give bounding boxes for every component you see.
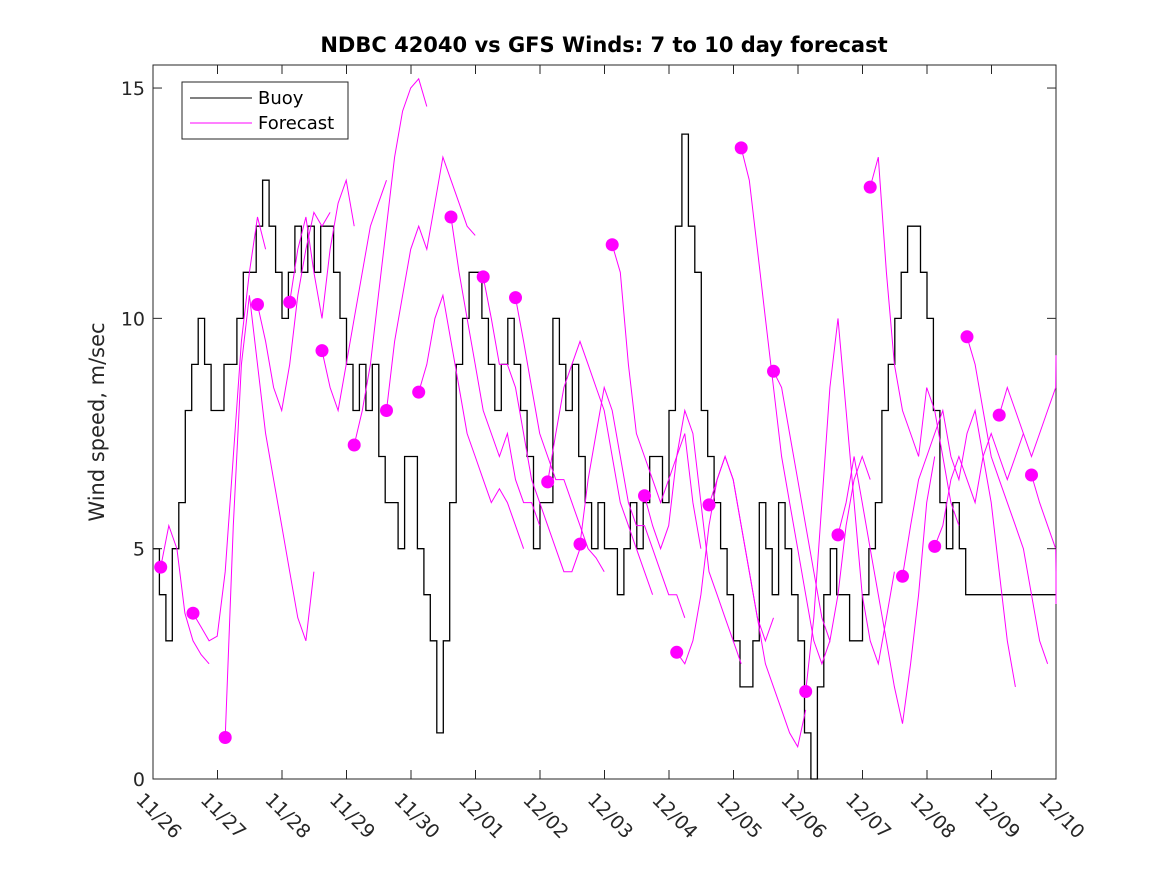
y-axis-label: Wind speed, m/sec <box>85 322 109 521</box>
forecast-start-marker <box>670 645 684 659</box>
forecast-start-marker <box>992 408 1006 422</box>
forecast-line <box>386 155 476 411</box>
forecast-start-marker <box>412 385 426 399</box>
legend-forecast-label: Forecast <box>258 113 334 134</box>
forecast-line <box>547 339 654 595</box>
forecast-line <box>450 216 541 526</box>
forecast-line <box>773 371 871 643</box>
forecast-2 <box>186 216 267 642</box>
forecast-start-marker <box>573 537 587 551</box>
forecast-20 <box>767 364 871 643</box>
forecast-8 <box>380 155 476 417</box>
forecast-line <box>515 297 605 572</box>
forecast-start-marker <box>799 685 813 698</box>
forecast-start-marker <box>444 210 458 224</box>
forecast-start-marker <box>347 438 361 452</box>
forecast-start-marker <box>283 295 297 309</box>
forecast-line <box>257 211 331 413</box>
forecast-start-marker <box>702 498 716 512</box>
forecast-1 <box>154 523 210 665</box>
legend: Buoy Forecast <box>181 81 349 140</box>
forecast-13 <box>541 339 654 595</box>
forecast-start-marker <box>1025 468 1038 482</box>
forecast-line <box>644 408 742 664</box>
forecast-start-marker <box>767 364 780 378</box>
forecast-line <box>611 244 702 549</box>
forecast-line <box>192 216 267 642</box>
forecast-4 <box>251 211 331 413</box>
forecast-line <box>708 454 807 749</box>
y-tick-label: 15 <box>121 78 145 100</box>
forecast-27 <box>992 355 1057 459</box>
plot-area <box>152 64 1057 780</box>
forecast-line <box>805 318 895 692</box>
forecast-5 <box>283 178 355 319</box>
forecast-line <box>353 77 428 446</box>
forecast-23 <box>863 156 960 526</box>
forecast-start-marker <box>154 560 168 574</box>
forecast-start-marker <box>960 330 974 344</box>
forecast-14 <box>573 385 686 618</box>
forecast-series-group <box>154 77 1057 749</box>
forecast-start-marker <box>186 606 200 620</box>
forecast-21 <box>799 318 895 698</box>
forecast-start-marker <box>251 298 264 311</box>
forecast-26 <box>960 330 1049 664</box>
forecast-10 <box>444 210 541 526</box>
legend-box <box>181 81 349 140</box>
forecast-start-marker <box>541 475 555 489</box>
forecast-line <box>902 408 1016 687</box>
legend-buoy-label: Buoy <box>258 88 304 109</box>
chart-title: NDBC 42040 vs GFS Winds: 7 to 10 day for… <box>320 33 887 57</box>
forecast-start-marker <box>863 180 877 194</box>
forecast-12 <box>509 291 605 572</box>
forecast-start-marker <box>315 344 329 358</box>
forecast-line <box>579 385 686 618</box>
forecast-19 <box>734 141 831 666</box>
forecast-11 <box>476 270 581 573</box>
forecast-line <box>321 180 387 413</box>
y-tick-label: 5 <box>133 539 145 561</box>
forecast-line <box>966 336 1049 664</box>
forecast-start-marker <box>896 569 909 583</box>
forecast-start-marker <box>734 141 748 155</box>
forecast-7 <box>347 77 428 452</box>
forecast-start-marker <box>928 539 942 553</box>
forecast-line <box>224 295 315 738</box>
forecast-16 <box>638 408 742 664</box>
forecast-line <box>160 523 210 665</box>
forecast-25 <box>928 431 1024 553</box>
y-tick-label: 0 <box>133 769 145 791</box>
forecast-start-marker <box>509 291 522 305</box>
forecast-line <box>934 431 1024 547</box>
forecast-start-marker <box>218 731 232 744</box>
forecast-start-marker <box>605 238 619 252</box>
forecast-line <box>869 156 960 526</box>
forecast-18 <box>702 454 807 749</box>
forecast-start-marker <box>831 528 845 542</box>
forecast-6 <box>315 180 387 413</box>
forecast-9 <box>412 293 525 549</box>
forecast-line <box>740 147 831 666</box>
forecast-start-marker <box>380 404 393 417</box>
forecast-line <box>418 293 525 549</box>
forecast-3 <box>218 295 315 744</box>
forecast-start-marker <box>476 270 490 284</box>
forecast-line <box>998 355 1057 459</box>
y-tick-label: 10 <box>121 308 145 330</box>
forecast-22 <box>831 456 936 724</box>
forecast-24 <box>896 408 1016 687</box>
buoy-line <box>153 133 1056 780</box>
forecast-start-marker <box>638 489 651 503</box>
forecast-15 <box>605 238 702 549</box>
forecast-line <box>482 276 581 573</box>
forecast-line <box>289 178 355 319</box>
forecast-line <box>837 456 936 724</box>
buoy-series <box>153 133 1056 780</box>
